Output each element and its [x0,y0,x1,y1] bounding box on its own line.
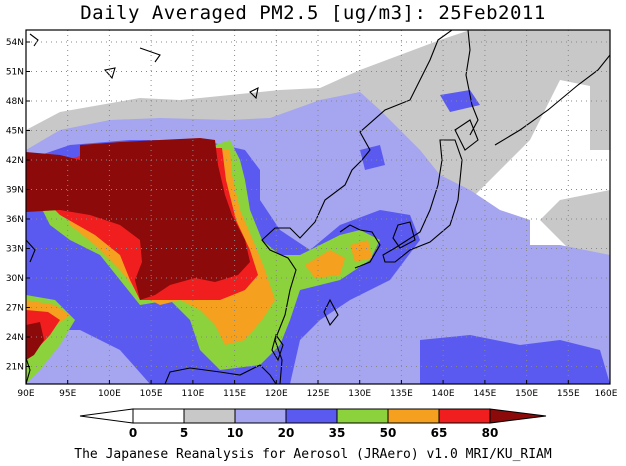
colorbar-labels: 0 5 10 20 35 50 65 80 [129,426,499,440]
pm25-region-above-80-sw [26,322,44,360]
colorbar-5-10 [183,408,236,424]
lon-label: 105E [140,389,163,399]
colorbar-label: 5 [180,426,188,440]
colorbar-label: 50 [380,426,397,440]
lon-label: 150E [515,389,538,399]
lat-label: 54N [6,38,24,48]
colorbar-above-80 [489,408,547,424]
map-title: Daily Averaged PM2.5 [ug/m3]: 25Feb2011 [80,2,546,24]
lat-labels: 54N 51N 48N 45N 42N 39N 36N 33N 30N 27N … [6,38,24,373]
pm25-region-above-80 [26,138,250,300]
graticule [26,30,610,384]
lat-label: 21N [6,363,24,373]
lat-label: 33N [6,245,24,255]
colorbar [79,408,547,424]
lon-labels: 90E 95E 100E 105E 110E 115E 120E 125E 13… [17,389,617,399]
lat-label: 51N [6,68,24,78]
colorbar-label: 0 [129,426,137,440]
coastlines [26,30,610,384]
pm25-region-20-35-south [420,335,610,384]
pm25-region-20-35-mid [360,145,385,170]
colorbar-35-50 [336,408,389,424]
colorbar-label: 10 [227,426,244,440]
lat-label: 36N [6,215,24,225]
lon-label: 90E [17,389,34,399]
colorbar-label: 65 [431,426,448,440]
lon-label: 140E [432,389,455,399]
pm25-region-50-65-east [305,250,345,278]
colorbar-label: 35 [329,426,346,440]
lat-label: 48N [6,97,24,107]
footer-credit: The Japanese Reanalysis for Aerosol (JRA… [74,447,552,462]
lon-label: 100E [98,389,121,399]
pm25-region-5-10-east [590,30,610,150]
lon-label: 135E [390,389,413,399]
lon-label: 125E [307,389,330,399]
lon-label: 130E [348,389,371,399]
lat-label: 24N [6,333,24,343]
lat-label: 42N [6,156,24,166]
axis-ticks [25,41,611,384]
lon-label: 160E [595,389,618,399]
lat-label: 39N [6,186,24,196]
lat-label: 30N [6,274,24,284]
colorbar-label: 80 [482,426,499,440]
lon-label: 115E [223,389,246,399]
colorbar-below-0 [79,408,134,424]
lon-label: 145E [473,389,496,399]
lon-label: 155E [557,389,580,399]
lat-label: 45N [6,127,24,137]
colorbar-0-5 [132,408,185,424]
lat-label: 27N [6,304,24,314]
colorbar-50-65 [387,408,440,424]
colorbar-label: 20 [278,426,295,440]
pm25-region-50-65-coast [350,240,372,262]
lon-label: 95E [59,389,76,399]
pm25-field [26,30,610,384]
colorbar-10-20 [234,408,287,424]
lon-label: 120E [265,389,288,399]
lon-label: 110E [181,389,204,399]
colorbar-65-80 [438,408,491,424]
colorbar-20-35 [285,408,338,424]
